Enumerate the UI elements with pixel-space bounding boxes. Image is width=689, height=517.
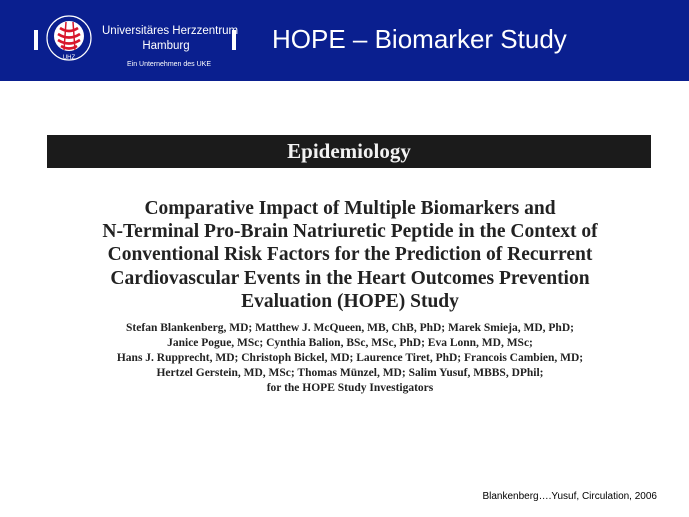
logo-name-line: Universitäres Herzzentrum	[102, 25, 239, 37]
paper-title-line: Conventional Risk Factors for the Predic…	[107, 244, 593, 266]
logo-right-bar	[232, 30, 236, 50]
paper-title-line: N-Terminal Pro-Brain Natriuretic Peptide…	[102, 221, 598, 243]
uhz-logo: UHZ Universitäres Herzzentrum Hamburg Ei…	[30, 12, 240, 74]
citation: Blankenberg….Yusuf, Circulation, 2006	[482, 491, 657, 502]
paper-title: Comparative Impact of Multiple Biomarker…	[40, 197, 660, 313]
seal-label: UHZ	[63, 55, 76, 61]
uhz-seal-icon: UHZ	[46, 15, 92, 61]
author-line: for the HOPE Study Investigators	[266, 382, 434, 394]
author-line: Stefan Blankenberg, MD; Matthew J. McQue…	[126, 322, 574, 334]
section-heading: Epidemiology	[47, 135, 651, 168]
author-list: Stefan Blankenberg, MD; Matthew J. McQue…	[40, 321, 660, 396]
author-line: Hans J. Rupprecht, MD; Christoph Bickel,…	[116, 352, 584, 364]
author-line: Hertzel Gerstein, MD, MSc; Thomas Münzel…	[156, 367, 544, 379]
paper-title-line: Evaluation (HOPE) Study	[241, 290, 459, 312]
slide-title: HOPE – Biomarker Study	[272, 24, 567, 54]
logo-left-bar	[34, 30, 38, 50]
logo-subtitle: Ein Unternehmen des UKE	[126, 61, 212, 68]
author-line: Janice Pogue, MSc; Cynthia Balion, BSc, …	[167, 337, 533, 349]
slide-header: UHZ Universitäres Herzzentrum Hamburg Ei…	[0, 0, 689, 81]
logo-name-line: Hamburg	[142, 40, 190, 52]
paper-title-line: Cardiovascular Events in the Heart Outco…	[110, 267, 590, 289]
logo-name: Universitäres Herzzentrum Hamburg	[102, 24, 239, 54]
paper-title-line: Comparative Impact of Multiple Biomarker…	[144, 198, 556, 219]
